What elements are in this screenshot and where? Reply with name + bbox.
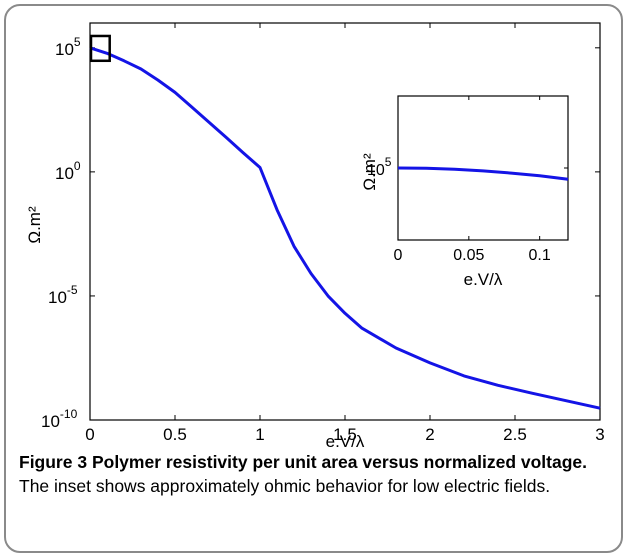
caption-figure-label: Figure 3 <box>19 452 88 472</box>
caption-text: The inset shows approximately ohmic beha… <box>19 476 551 496</box>
inset-chart: 0 0.05 0.1 105 e.V/λ Ω.m² <box>360 95 569 289</box>
figure-caption: Figure 3 Polymer resistivity per unit ar… <box>19 450 613 498</box>
main-chart: 0 0.5 1 1.5 2 2.5 3 10-10 10-5 100 105 e.V/λ Ω.m² <box>25 22 605 451</box>
main-x-ticks: 0 0.5 1 1.5 2 2.5 3 <box>85 23 605 444</box>
main-y-axis-label: Ω.m² <box>25 206 44 244</box>
main-x-tick-label: 3 <box>595 425 604 444</box>
main-y-tick-label: 105 <box>55 35 81 59</box>
inset-y-axis-label: Ω.m² <box>360 153 379 191</box>
inset-y-tick-label: 105 <box>367 155 392 179</box>
main-series-line <box>89 46 601 410</box>
inset-x-tick-label: 0.1 <box>529 247 551 264</box>
inset-x-tick-label: 0.05 <box>453 247 484 264</box>
inset-x-axis-label: e.V/λ <box>464 270 503 289</box>
main-x-tick-label: 1 <box>255 425 264 444</box>
main-y-tick-label: 10-10 <box>41 407 78 431</box>
main-highlight-box <box>89 34 111 63</box>
main-y-tick-label: 10-5 <box>48 283 78 307</box>
main-x-tick-label: 2 <box>425 425 434 444</box>
main-y-ticks: 10-10 10-5 100 105 <box>41 35 600 431</box>
inset-x-tick-label: 0 <box>394 247 403 264</box>
caption-title: Polymer resistivity per unit area versus… <box>91 452 588 472</box>
inset-x-ticks: 0 0.05 0.1 <box>394 96 551 264</box>
main-x-tick-label: 0 <box>85 425 94 444</box>
main-x-tick-label: 2.5 <box>503 425 527 444</box>
main-x-tick-label: 1.5 <box>333 425 357 444</box>
inset-series-line <box>397 166 569 181</box>
main-y-tick-label: 100 <box>55 159 81 183</box>
main-x-tick-label: 0.5 <box>163 425 187 444</box>
main-x-axis-label: e.V/λ <box>326 432 365 451</box>
